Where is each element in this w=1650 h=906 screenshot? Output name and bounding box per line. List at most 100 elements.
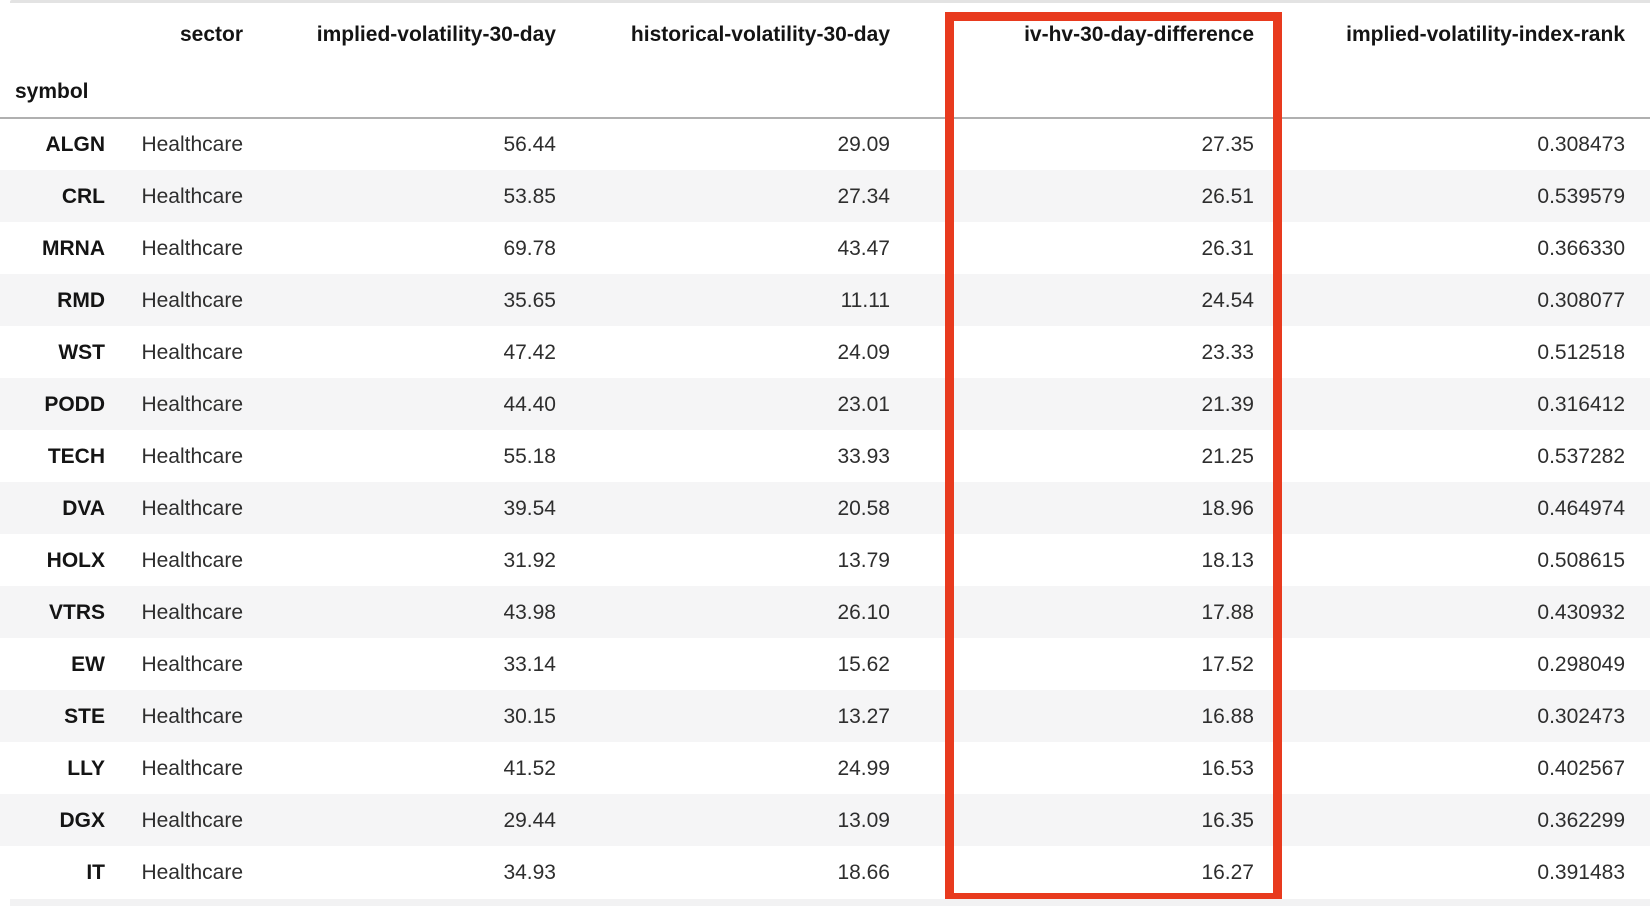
sector-cell: Healthcare xyxy=(141,133,243,156)
implied-volatility-cell: 34.93 xyxy=(503,860,556,884)
implied-volatility-cell: 29.44 xyxy=(503,808,556,832)
sector-cell: Healthcare xyxy=(141,600,243,624)
table-row: RMD Healthcare 35.65 11.11 24.54 0.30807… xyxy=(0,274,1650,326)
iv-hv-difference-cell: 16.35 xyxy=(1201,808,1254,832)
implied-volatility-cell: 30.15 xyxy=(503,704,556,728)
historical-volatility-cell: 43.47 xyxy=(837,236,890,260)
symbol-cell: DVA xyxy=(62,496,105,520)
iv-index-rank-cell: 0.308473 xyxy=(1537,133,1625,156)
sector-cell: Healthcare xyxy=(141,184,243,208)
sector-cell: Healthcare xyxy=(141,392,243,416)
iv-index-rank-cell: 0.366330 xyxy=(1537,236,1625,260)
implied-volatility-cell: 53.85 xyxy=(503,184,556,208)
volatility-table: sector implied-volatility-30-day histori… xyxy=(0,3,1650,898)
col-header-implied-volatility-index-rank: implied-volatility-index-rank xyxy=(1346,22,1625,46)
historical-volatility-cell: 13.79 xyxy=(837,548,890,572)
historical-volatility-cell: 15.62 xyxy=(837,652,890,676)
iv-index-rank-cell: 0.391483 xyxy=(1537,860,1625,884)
symbol-cell: LLY xyxy=(67,756,105,780)
top-divider xyxy=(10,0,1650,3)
historical-volatility-cell: 13.27 xyxy=(837,704,890,728)
iv-hv-difference-cell: 21.39 xyxy=(1201,392,1254,416)
iv-index-rank-cell: 0.302473 xyxy=(1537,704,1625,728)
symbol-cell: PODD xyxy=(44,392,105,416)
iv-index-rank-cell: 0.464974 xyxy=(1537,496,1625,520)
index-header-row: symbol xyxy=(0,65,1650,118)
implied-volatility-cell: 69.78 xyxy=(503,236,556,260)
sector-cell: Healthcare xyxy=(141,444,243,468)
iv-hv-difference-cell: 18.13 xyxy=(1201,548,1254,572)
implied-volatility-cell: 44.40 xyxy=(503,392,556,416)
sector-cell: Healthcare xyxy=(141,496,243,520)
iv-hv-difference-cell: 16.88 xyxy=(1201,704,1254,728)
symbol-cell: DGX xyxy=(59,808,105,832)
sector-cell: Healthcare xyxy=(141,860,243,884)
implied-volatility-cell: 56.44 xyxy=(503,133,556,156)
table-row: IT Healthcare 34.93 18.66 16.27 0.391483 xyxy=(0,846,1650,898)
iv-index-rank-cell: 0.430932 xyxy=(1537,600,1625,624)
table-row: DVA Healthcare 39.54 20.58 18.96 0.46497… xyxy=(0,482,1650,534)
symbol-cell: MRNA xyxy=(42,236,105,260)
iv-index-rank-cell: 0.539579 xyxy=(1537,184,1625,208)
historical-volatility-cell: 24.09 xyxy=(837,340,890,364)
historical-volatility-cell: 13.09 xyxy=(837,808,890,832)
iv-hv-difference-cell: 26.31 xyxy=(1201,236,1254,260)
col-header-historical-volatility-30-day: historical-volatility-30-day xyxy=(630,22,890,46)
historical-volatility-cell: 23.01 xyxy=(837,392,890,416)
iv-index-rank-cell: 0.362299 xyxy=(1537,808,1625,832)
iv-index-rank-cell: 0.298049 xyxy=(1537,652,1625,676)
iv-hv-difference-cell: 23.33 xyxy=(1201,340,1254,364)
iv-hv-difference-cell: 24.54 xyxy=(1201,288,1254,312)
iv-index-rank-cell: 0.537282 xyxy=(1537,444,1625,468)
iv-hv-difference-cell: 16.27 xyxy=(1201,860,1254,884)
col-header-sector: sector xyxy=(179,22,243,46)
sector-cell: Healthcare xyxy=(141,808,243,832)
iv-hv-difference-cell: 17.88 xyxy=(1201,600,1254,624)
table-row: CRL Healthcare 53.85 27.34 26.51 0.53957… xyxy=(0,170,1650,222)
iv-index-rank-cell: 0.316412 xyxy=(1537,392,1625,416)
implied-volatility-cell: 33.14 xyxy=(503,652,556,676)
sector-cell: Healthcare xyxy=(141,288,243,312)
historical-volatility-cell: 27.34 xyxy=(837,184,890,208)
sector-cell: Healthcare xyxy=(141,340,243,364)
iv-index-rank-cell: 0.308077 xyxy=(1537,288,1625,312)
historical-volatility-cell: 20.58 xyxy=(837,496,890,520)
table-row: DGX Healthcare 29.44 13.09 16.35 0.36229… xyxy=(0,794,1650,846)
table-row: MRNA Healthcare 69.78 43.47 26.31 0.3663… xyxy=(0,222,1650,274)
table-body: ALGN Healthcare 56.44 29.09 27.35 0.3084… xyxy=(0,118,1650,898)
iv-hv-difference-cell: 18.96 xyxy=(1201,496,1254,520)
table-row: STE Healthcare 30.15 13.27 16.88 0.30247… xyxy=(0,690,1650,742)
implied-volatility-cell: 55.18 xyxy=(503,444,556,468)
historical-volatility-cell: 18.66 xyxy=(837,860,890,884)
historical-volatility-cell: 29.09 xyxy=(837,133,890,156)
iv-index-rank-cell: 0.512518 xyxy=(1537,340,1625,364)
col-header-implied-volatility-30-day: implied-volatility-30-day xyxy=(316,22,556,46)
symbol-cell: STE xyxy=(64,704,105,728)
symbol-cell: TECH xyxy=(47,444,105,468)
iv-hv-difference-cell: 27.35 xyxy=(1201,133,1254,156)
symbol-cell: HOLX xyxy=(46,548,105,572)
symbol-cell: RMD xyxy=(57,288,105,312)
historical-volatility-cell: 33.93 xyxy=(837,444,890,468)
iv-hv-difference-cell: 16.53 xyxy=(1201,756,1254,780)
bottom-divider xyxy=(10,899,1650,906)
symbol-cell: CRL xyxy=(61,184,105,208)
table-row: LLY Healthcare 41.52 24.99 16.53 0.40256… xyxy=(0,742,1650,794)
symbol-cell: WST xyxy=(58,340,105,364)
iv-index-rank-cell: 0.402567 xyxy=(1537,756,1625,780)
sector-cell: Healthcare xyxy=(141,756,243,780)
column-header-row: sector implied-volatility-30-day histori… xyxy=(0,3,1650,65)
implied-volatility-cell: 47.42 xyxy=(503,340,556,364)
corner-cell xyxy=(0,3,105,65)
symbol-cell: ALGN xyxy=(45,133,106,156)
iv-hv-difference-cell: 26.51 xyxy=(1201,184,1254,208)
iv-hv-difference-cell: 17.52 xyxy=(1201,652,1254,676)
table-row: ALGN Healthcare 56.44 29.09 27.35 0.3084… xyxy=(0,118,1650,170)
implied-volatility-cell: 41.52 xyxy=(503,756,556,780)
sector-cell: Healthcare xyxy=(141,548,243,572)
table-row: EW Healthcare 33.14 15.62 17.52 0.298049 xyxy=(0,638,1650,690)
iv-index-rank-cell: 0.508615 xyxy=(1537,548,1625,572)
historical-volatility-cell: 24.99 xyxy=(837,756,890,780)
implied-volatility-cell: 35.65 xyxy=(503,288,556,312)
